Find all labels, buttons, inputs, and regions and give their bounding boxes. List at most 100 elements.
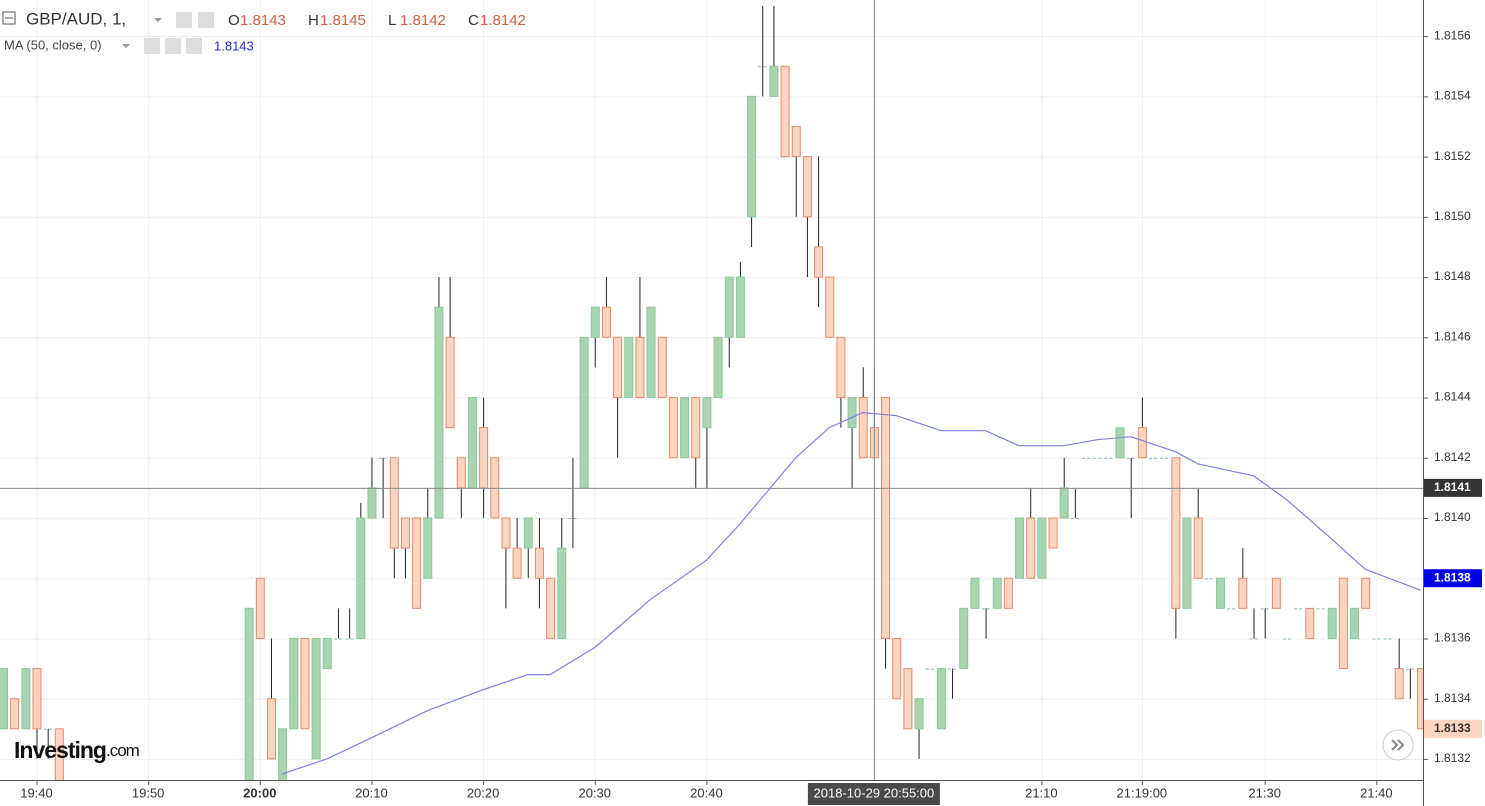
body <box>1338 577 1348 670</box>
body <box>1115 427 1125 459</box>
y-tick-label: 1.8134 <box>1434 691 1471 705</box>
y-tick-label: 1.8156 <box>1434 28 1471 42</box>
logo-main: Investing <box>14 737 106 763</box>
body <box>21 668 31 730</box>
body <box>278 728 288 780</box>
x-tick-label: 21:19:00 <box>1117 785 1168 800</box>
body <box>601 306 611 338</box>
body <box>747 95 757 218</box>
body <box>534 547 544 579</box>
crosshair-time-box <box>807 783 940 805</box>
body <box>992 577 1002 609</box>
body <box>825 276 835 338</box>
y-tick-label: 1.8150 <box>1434 209 1471 223</box>
y-tick-label: 1.8154 <box>1434 89 1471 103</box>
eye-icon[interactable] <box>176 12 192 28</box>
x-tick-label: 20:40 <box>690 785 723 800</box>
x-tick-label: 20:20 <box>467 785 500 800</box>
body <box>10 698 20 730</box>
body <box>914 698 924 730</box>
y-tick-label: 1.8146 <box>1434 329 1471 343</box>
body <box>858 397 868 459</box>
body <box>266 698 276 760</box>
x-tick-label: 19:50 <box>132 785 165 800</box>
body <box>255 577 265 639</box>
y-tick-label: 1.8132 <box>1434 751 1471 765</box>
body <box>1327 607 1337 639</box>
dropdown[interactable] <box>122 44 130 48</box>
x-tick-label: 20:10 <box>355 785 388 800</box>
settings-icon[interactable] <box>198 12 214 28</box>
ohlc-label: L <box>388 12 396 29</box>
body <box>1037 517 1047 579</box>
ohlc-value: 1.8145 <box>320 12 366 29</box>
last-price: 1.8133 <box>1434 721 1471 735</box>
body <box>892 637 902 700</box>
dropdown[interactable] <box>154 18 162 22</box>
body <box>322 637 332 670</box>
body <box>1361 577 1371 609</box>
body <box>1271 577 1281 609</box>
body <box>1305 607 1315 639</box>
body <box>0 668 8 730</box>
body <box>32 668 42 730</box>
body <box>523 517 533 549</box>
x-tick-label: 21:30 <box>1248 785 1281 800</box>
body <box>1048 517 1058 549</box>
grid <box>0 0 1423 780</box>
collapse-icon[interactable] <box>2 11 16 25</box>
last-price-box <box>1424 719 1482 738</box>
body <box>300 637 310 730</box>
ma-label: MA (50, close, 0) <box>4 37 102 52</box>
ohlc-value: 1.8143 <box>240 12 286 29</box>
body <box>412 517 422 609</box>
eye-icon[interactable] <box>144 38 160 54</box>
settings-icon[interactable] <box>165 38 181 54</box>
close-icon[interactable] <box>186 38 202 54</box>
body <box>434 306 444 519</box>
ohlc-label: C <box>468 12 479 29</box>
body <box>691 397 701 459</box>
ohlc-value: 1.8142 <box>480 12 526 29</box>
body <box>702 397 712 429</box>
y-tick-label: 1.8148 <box>1434 269 1471 283</box>
body <box>1026 517 1036 579</box>
body <box>244 607 254 780</box>
body <box>680 397 690 459</box>
body <box>1137 427 1147 459</box>
body <box>613 336 623 399</box>
body <box>423 517 433 579</box>
body <box>1059 487 1069 519</box>
header: GBP/AUD, 1, MA (50, close, 0) 1.8143 O 1.… <box>2 9 526 54</box>
ohlc-value: 1.8142 <box>400 12 446 29</box>
body <box>791 125 801 158</box>
body <box>501 517 511 549</box>
crosshair-price: 1.8141 <box>1434 480 1471 494</box>
body <box>389 457 399 549</box>
scroll-icon <box>1391 739 1405 751</box>
body <box>881 397 891 639</box>
x-tick-label: 20:00 <box>243 785 276 800</box>
y-tick-label: 1.8142 <box>1434 450 1471 464</box>
axes: 1.8132 1.8134 1.8136 1.8138 1.8140 1.8142 1.81… <box>20 28 1482 805</box>
ma-value: 1.8143 <box>214 38 254 53</box>
body <box>724 276 734 338</box>
body <box>546 577 556 639</box>
body <box>557 547 567 639</box>
x-tick-label: 20:30 <box>578 785 611 800</box>
body <box>814 246 824 278</box>
ohlc-label: O <box>228 12 240 29</box>
body <box>668 397 678 459</box>
body <box>400 517 410 549</box>
crosshair-price-box <box>1424 478 1482 497</box>
body <box>635 336 645 399</box>
body <box>836 336 846 399</box>
y-tick-label: 1.8140 <box>1434 510 1471 524</box>
body <box>959 607 969 670</box>
body <box>579 336 589 489</box>
x-tick-label: 19:40 <box>20 785 53 800</box>
body <box>367 487 377 519</box>
ohlc-label: H <box>308 12 319 29</box>
y-tick-label: 1.8152 <box>1434 149 1471 163</box>
